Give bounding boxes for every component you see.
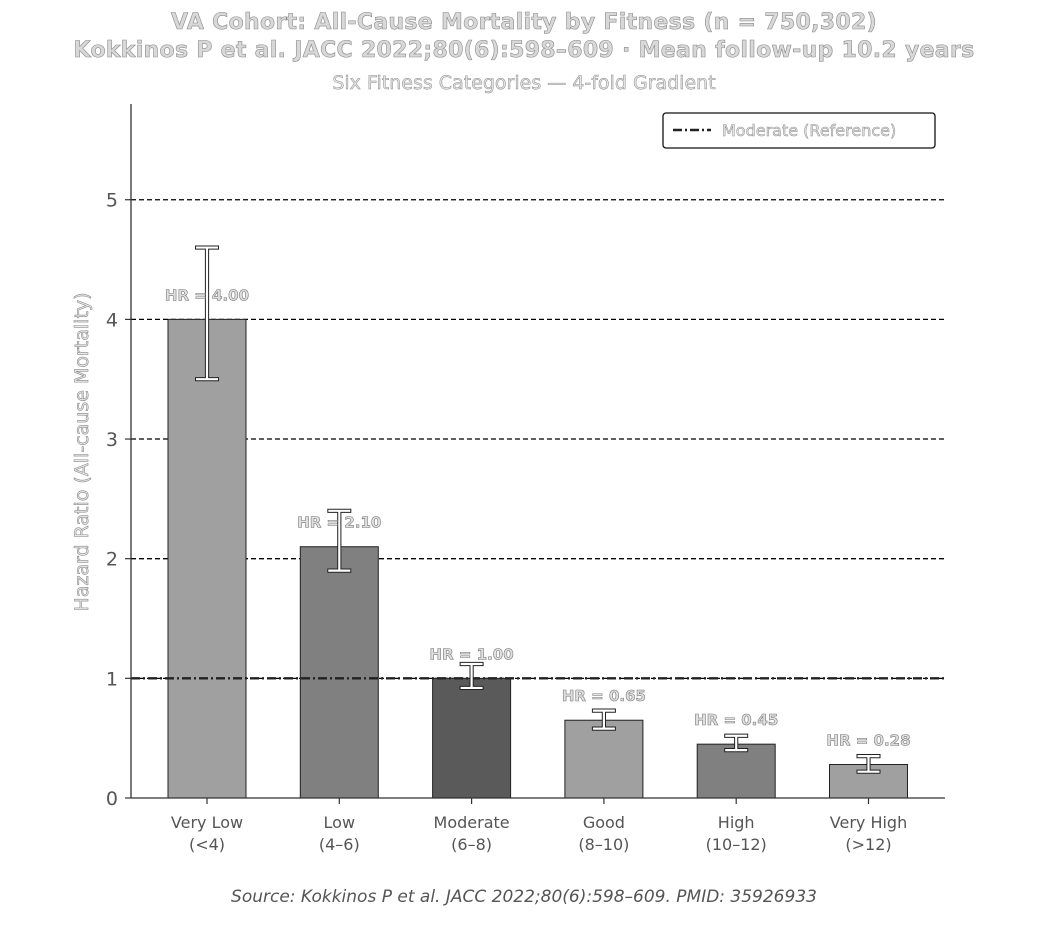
x-tick-label-range: (10–12) bbox=[706, 835, 767, 854]
data-label: HR = 0.45 bbox=[694, 711, 778, 729]
x-tick-label: High bbox=[718, 813, 755, 832]
error-bar bbox=[327, 508, 352, 573]
x-tick-label-range: (>12) bbox=[845, 835, 891, 854]
legend-label: Moderate (Reference) bbox=[722, 121, 896, 140]
bar bbox=[167, 318, 247, 799]
error-bar bbox=[856, 754, 881, 774]
y-tick-label: 3 bbox=[106, 429, 118, 451]
y-tick-label: 0 bbox=[106, 788, 118, 810]
y-axis-label: Hazard Ratio (All-cause Mortality) bbox=[71, 292, 93, 611]
error-bar bbox=[459, 661, 484, 691]
error-bar bbox=[591, 708, 616, 731]
data-label: HR = 2.10 bbox=[297, 514, 381, 532]
bar bbox=[564, 719, 644, 799]
y-tick-label: 1 bbox=[106, 668, 118, 690]
data-label: HR = 0.28 bbox=[826, 731, 910, 749]
bar bbox=[299, 546, 379, 799]
legend: Moderate (Reference) bbox=[662, 112, 936, 149]
chart-subtitle-secondary: Six Fitness Categories — 4-fold Gradient bbox=[332, 72, 716, 95]
x-tick-label: Good bbox=[583, 813, 625, 832]
x-tick-label: Very High bbox=[830, 813, 907, 832]
x-tick-label-range: (4–6) bbox=[319, 835, 360, 854]
y-tick-label: 5 bbox=[106, 190, 118, 212]
chart-title: VA Cohort: All-Cause Mortality by Fitnes… bbox=[171, 10, 877, 36]
y-tick-label: 2 bbox=[106, 549, 118, 571]
bar bbox=[432, 677, 512, 799]
data-label: HR = 0.65 bbox=[562, 687, 646, 705]
chart-subtitle: Kokkinos P et al. JACC 2022;80(6):598–60… bbox=[73, 38, 975, 64]
x-tick-label: Very Low bbox=[171, 813, 243, 832]
x-tick-label-range: (6–8) bbox=[451, 835, 492, 854]
y-tick-label: 4 bbox=[106, 309, 118, 331]
x-tick-label-range: (<4) bbox=[189, 835, 225, 854]
error-bar bbox=[195, 245, 219, 382]
x-tick-label: Low bbox=[324, 813, 356, 832]
x-tick-label: Moderate bbox=[434, 813, 510, 832]
legend-box bbox=[662, 112, 936, 149]
source-caption: Source: Kokkinos P et al. JACC 2022;80(6… bbox=[231, 887, 817, 907]
x-tick-label-range: (8–10) bbox=[578, 835, 629, 854]
error-bar bbox=[724, 733, 749, 753]
data-label: HR = 1.00 bbox=[430, 645, 514, 663]
data-label: HR = 4.00 bbox=[165, 286, 249, 304]
